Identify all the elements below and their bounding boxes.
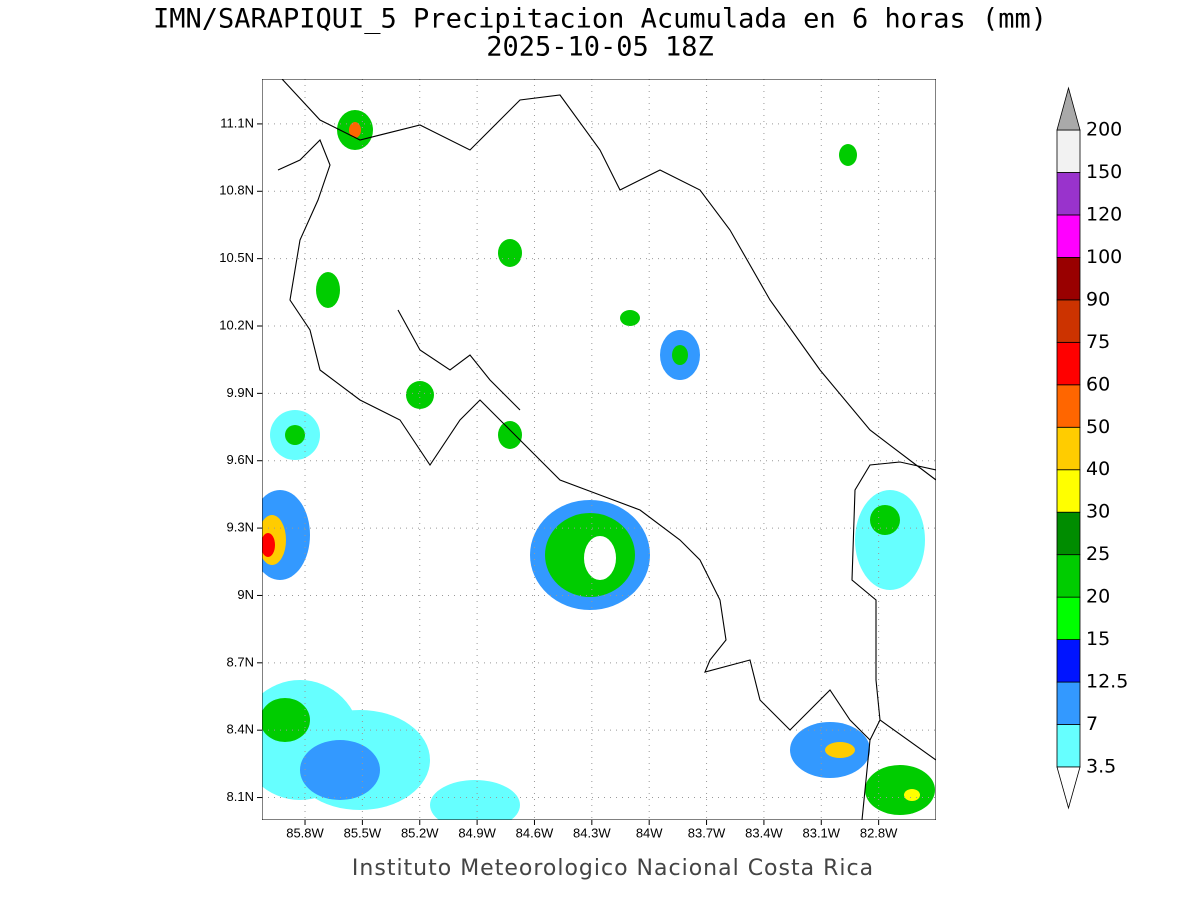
colorbar-label: 20 — [1086, 586, 1110, 608]
colorbar-label: 12.5 — [1086, 671, 1128, 693]
lon-tick-label: 85.8W — [286, 825, 324, 840]
colorbar-box — [1056, 681, 1081, 725]
colorbar-box — [1056, 341, 1081, 386]
colorbar-label: 40 — [1086, 458, 1110, 480]
colorbar-label: 75 — [1086, 331, 1110, 353]
colorbar-label: 90 — [1086, 288, 1110, 310]
lat-tick-label: 8.7N — [227, 654, 254, 669]
colorbar-label: 30 — [1086, 501, 1110, 523]
colorbar-label: 50 — [1086, 416, 1110, 438]
lat-tick-label: 9.9N — [227, 385, 254, 400]
colorbar-label: 3.5 — [1086, 756, 1116, 778]
colorbar-box — [1056, 384, 1081, 428]
map-subtitle: 2025-10-05 18Z — [486, 32, 714, 63]
colorbar-box — [1056, 596, 1081, 641]
precip-field — [262, 79, 936, 820]
colorbar: 3.5 7 12.5 15 20 25 30 40 50 60 75 90 100 120 150 200 — [1056, 86, 1128, 810]
lon-tick-label: 83.1W — [802, 825, 840, 840]
colorbar-label: 25 — [1086, 543, 1110, 565]
colorbar-label: 60 — [1086, 373, 1110, 395]
colorbar-under — [1056, 766, 1081, 810]
lat-tick-label: 11.1N — [220, 115, 254, 130]
lat-tick-label: 10.8N — [219, 183, 254, 198]
colorbar-box — [1056, 639, 1081, 683]
lon-tick-label: 82.8W — [860, 825, 898, 840]
colorbar-label: 200 — [1086, 119, 1122, 141]
colorbar-box — [1056, 724, 1081, 768]
lat-tick-label: 8.1N — [227, 789, 254, 804]
colorbar-box — [1056, 129, 1081, 173]
lon-tick-label: 84W — [636, 825, 663, 840]
graticule — [262, 79, 936, 820]
colorbar-label: 7 — [1086, 713, 1098, 735]
lon-tick-label: 83.7W — [688, 825, 726, 840]
coastline — [277, 79, 936, 820]
colorbar-box — [1056, 511, 1081, 556]
lon-tick-label: 85.5W — [344, 825, 382, 840]
colorbar-label: 120 — [1086, 203, 1122, 225]
colorbar-over — [1056, 86, 1081, 131]
colorbar-label: 100 — [1086, 246, 1122, 268]
lon-tick-label: 83.4W — [745, 825, 783, 840]
lat-tick-label: 10.2N — [219, 317, 254, 332]
lat-tick-label: 8.4N — [227, 722, 254, 737]
colorbar-label: 15 — [1086, 628, 1110, 650]
map-title: IMN/SARAPIQUI_5 Precipitacion Acumulada … — [153, 4, 1047, 35]
lat-tick-label: 9N — [237, 587, 254, 602]
lat-tick-label: 10.5N — [219, 250, 254, 265]
colorbar-box — [1056, 426, 1081, 471]
colorbar-box — [1056, 469, 1081, 513]
precip-blobs — [262, 110, 935, 820]
colorbar-box — [1056, 172, 1081, 216]
colorbar-box — [1056, 554, 1081, 598]
lat-tick-label: 9.3N — [227, 520, 254, 535]
lon-tick-label: 84.9W — [458, 825, 496, 840]
colorbar-box — [1056, 299, 1081, 343]
ticks: 85.8W 85.5W 85.2W 84.9W 84.6W 84.3W 84W 83.7W 83… — [219, 115, 898, 840]
colorbar-label: 150 — [1086, 161, 1122, 183]
map-frame — [262, 79, 936, 820]
colorbar-box — [1056, 256, 1081, 301]
lon-tick-label: 85.2W — [401, 825, 439, 840]
credit: Instituto Meteorologico Nacional Costa R… — [352, 856, 874, 881]
colorbar-box — [1056, 214, 1081, 258]
lon-tick-label: 84.6W — [516, 825, 554, 840]
lon-tick-label: 84.3W — [573, 825, 611, 840]
lat-tick-label: 9.6N — [227, 452, 254, 467]
